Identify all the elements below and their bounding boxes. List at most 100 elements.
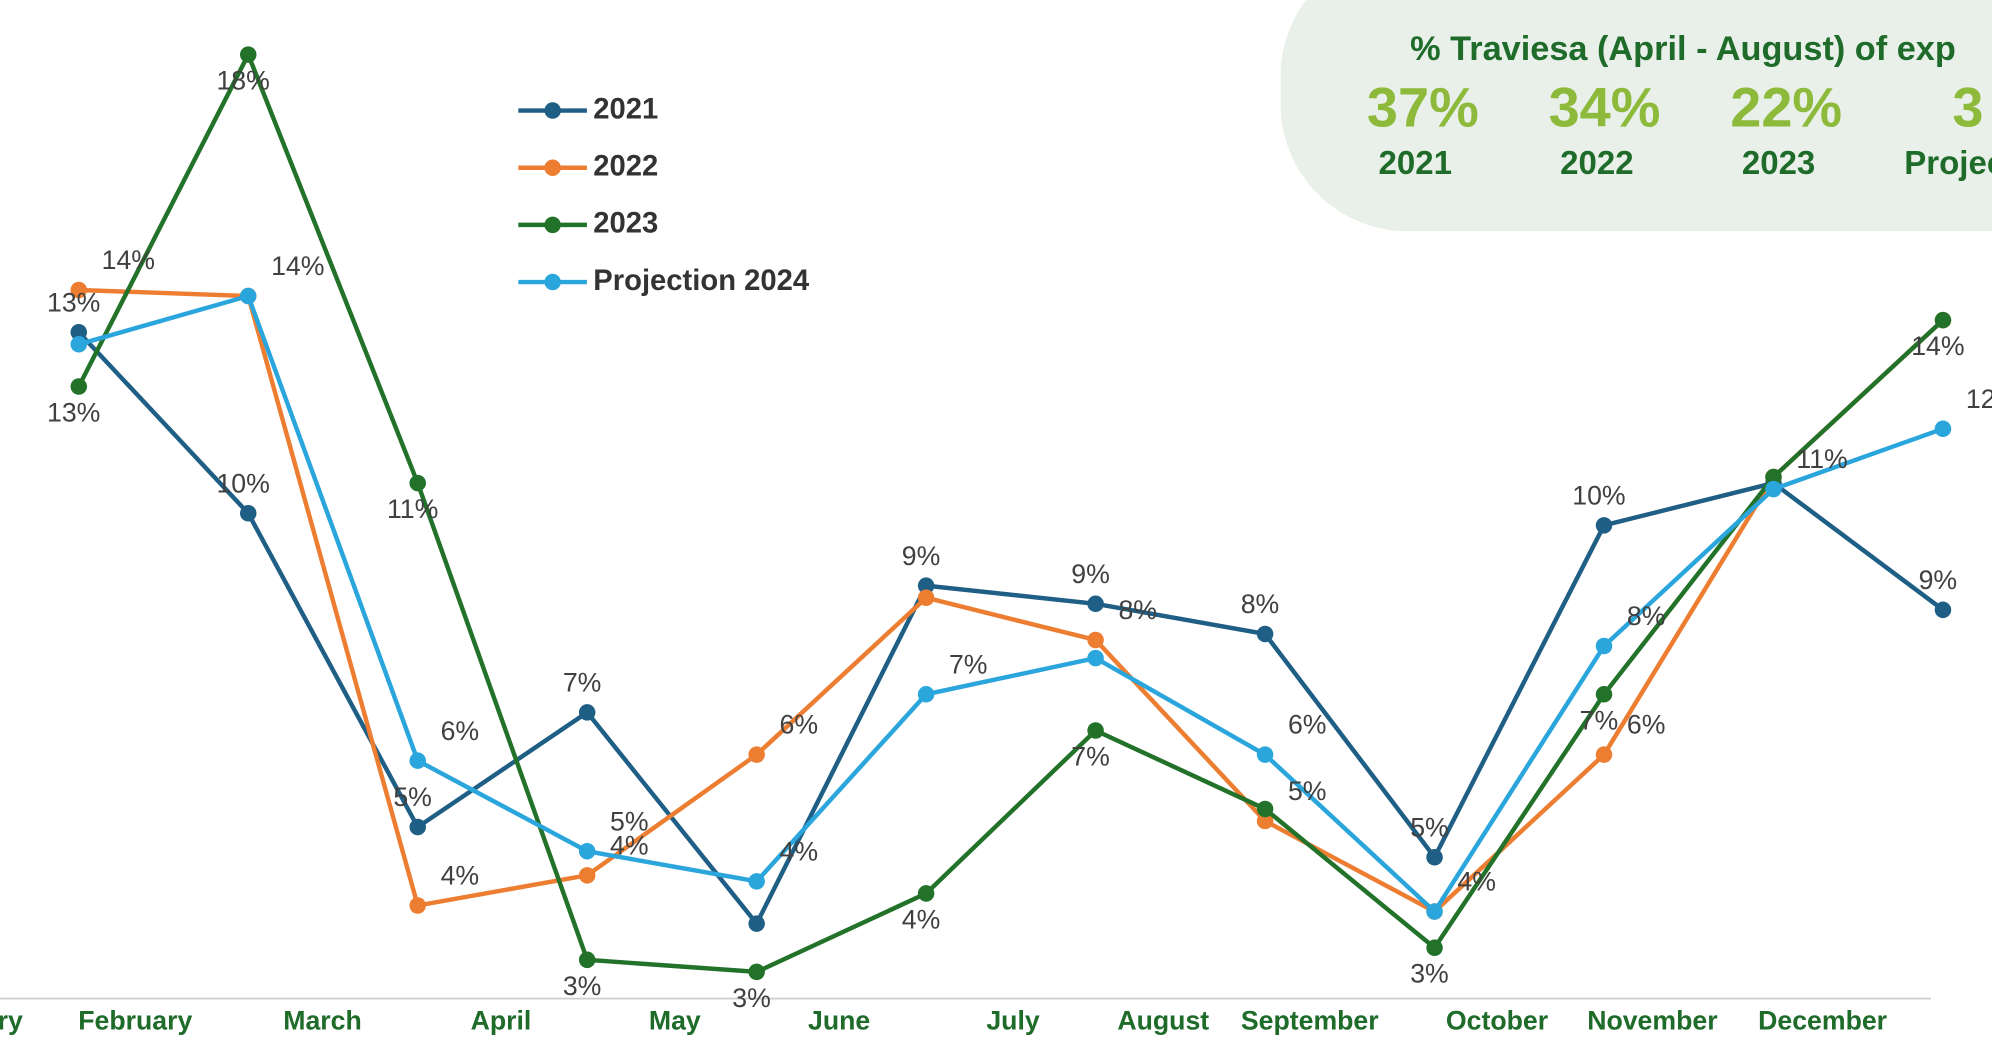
data-point — [1934, 420, 1952, 438]
data-label: 4% — [1457, 867, 1496, 897]
data-point — [1765, 468, 1782, 486]
data-label: 4% — [780, 836, 819, 866]
data-point — [748, 963, 765, 981]
data-label: 7% — [949, 649, 988, 679]
data-label: 8% — [1118, 595, 1157, 625]
summary-background — [1280, 0, 1992, 232]
data-label: 10% — [216, 468, 269, 498]
data-point — [748, 915, 765, 932]
data-label: 5% — [1288, 776, 1327, 806]
summary-label: 2021 — [1379, 144, 1452, 181]
x-tick-label: October — [1446, 1006, 1548, 1036]
x-tick-label: September — [1241, 1006, 1379, 1036]
data-point — [1087, 649, 1104, 667]
data-point — [70, 281, 88, 299]
data-label: 14% — [102, 245, 155, 275]
data-point — [1426, 939, 1443, 957]
data-point — [1087, 595, 1104, 613]
data-point — [1595, 746, 1613, 763]
data-label: 6% — [441, 716, 480, 746]
data-point — [70, 323, 88, 341]
data-point — [1256, 746, 1274, 763]
legend-label: 2022 — [593, 150, 658, 182]
data-label: 9% — [1919, 565, 1958, 595]
data-point — [1934, 311, 1952, 329]
data-label: 4% — [610, 830, 649, 860]
summary-label: 2022 — [1560, 144, 1633, 181]
data-point — [1595, 686, 1613, 703]
series-line — [78, 287, 1945, 915]
x-tick-label: ry — [0, 1006, 23, 1036]
x-tick-label: November — [1587, 1006, 1717, 1036]
data-label: 5% — [1410, 812, 1449, 842]
data-label: 9% — [1071, 559, 1110, 589]
x-tick-label: May — [649, 1006, 701, 1036]
data-label: 8% — [1627, 601, 1666, 631]
data-label: 3% — [1410, 959, 1449, 989]
data-label: 13% — [47, 398, 100, 428]
data-point — [409, 897, 426, 914]
data-point — [1087, 722, 1104, 739]
data-point — [748, 746, 765, 763]
x-tick-label: March — [283, 1006, 362, 1036]
summary-value: 3 — [1952, 76, 1983, 139]
data-point — [917, 577, 935, 594]
data-point — [1087, 631, 1104, 649]
data-point — [409, 752, 426, 769]
data-point — [1256, 812, 1274, 830]
data-point — [578, 704, 596, 721]
data-label: 4% — [902, 904, 941, 934]
data-label: 14% — [271, 251, 324, 281]
data-point — [1256, 800, 1274, 818]
data-point — [917, 885, 935, 902]
summary-title: % Traviesa (April - August) of exp — [1410, 30, 1956, 68]
data-label: 4% — [441, 861, 480, 891]
legend-marker — [544, 159, 561, 176]
data-point — [409, 818, 426, 836]
data-label: 7% — [1580, 705, 1619, 735]
x-tick-label: April — [471, 1006, 532, 1036]
data-label: 14% — [1911, 331, 1964, 361]
data-point — [239, 505, 257, 522]
x-tick-label: August — [1117, 1006, 1209, 1036]
series-line — [77, 330, 1945, 928]
data-label: 18% — [216, 66, 269, 96]
series-line — [78, 293, 1944, 915]
legend-marker — [544, 102, 561, 119]
data-label: 11% — [387, 494, 438, 524]
x-tick-label: December — [1758, 1006, 1887, 1036]
x-tick-label: June — [808, 1006, 870, 1036]
summary-card: % Traviesa (April - August) of exp — [1280, 0, 1992, 232]
data-point — [917, 589, 935, 607]
data-point — [70, 378, 88, 395]
data-point — [70, 336, 88, 353]
data-label: 13% — [47, 287, 100, 317]
data-point — [1426, 903, 1443, 920]
data-point — [409, 474, 426, 492]
legend-label: Projection 2024 — [593, 265, 810, 297]
data-point — [1256, 625, 1274, 643]
data-label: 11% — [1796, 444, 1847, 474]
summary-label: Project — [1904, 144, 1992, 181]
data-label: 12% — [1966, 384, 1992, 414]
data-label: 6% — [1288, 710, 1327, 740]
data-label: 3% — [563, 971, 602, 1001]
data-point — [578, 867, 596, 884]
data-point — [578, 951, 596, 969]
data-label: 3% — [732, 983, 771, 1013]
data-point — [578, 842, 596, 860]
summary-label: 2023 — [1742, 144, 1815, 181]
series-line — [76, 49, 1945, 975]
data-point — [1595, 637, 1613, 655]
x-tick-label: July — [986, 1006, 1040, 1036]
data-label: 5% — [610, 806, 649, 836]
data-label: 10% — [1572, 480, 1625, 510]
legend-marker — [544, 273, 561, 291]
summary-value: 37% — [1367, 76, 1479, 139]
data-point — [748, 873, 765, 890]
data-point — [917, 686, 935, 703]
summary-value: 22% — [1730, 76, 1842, 139]
data-point — [1934, 601, 1952, 619]
